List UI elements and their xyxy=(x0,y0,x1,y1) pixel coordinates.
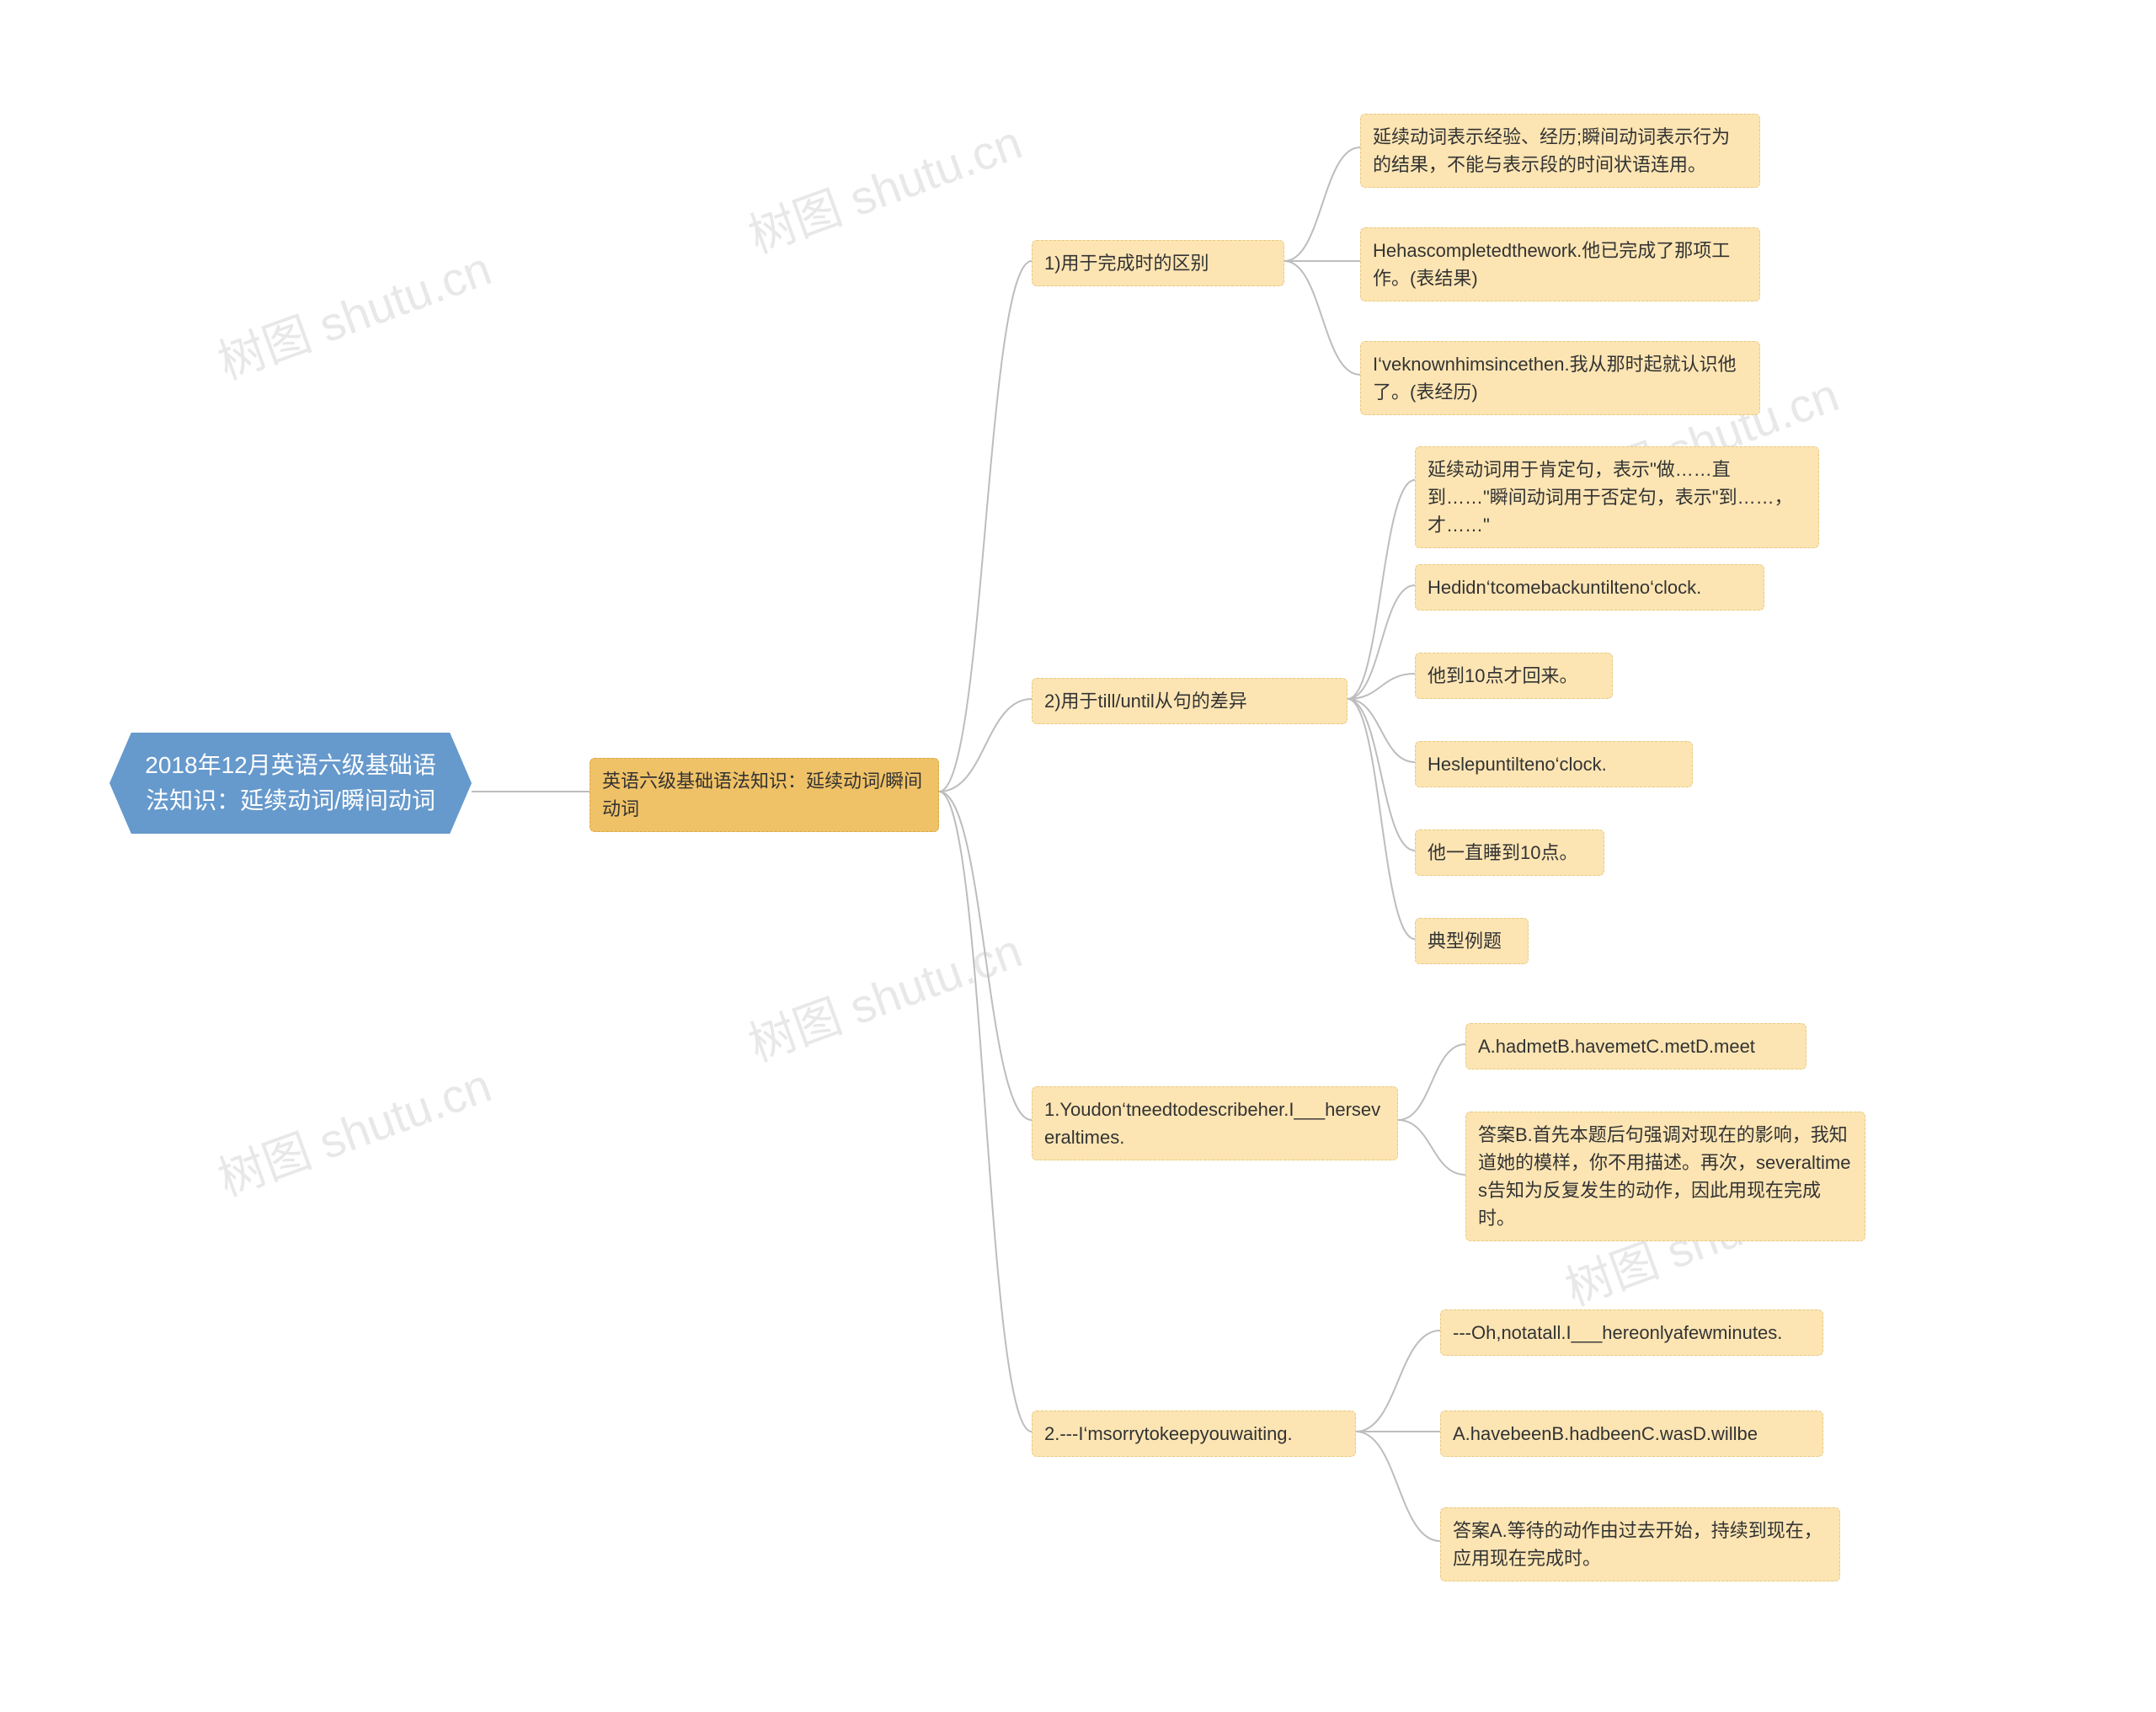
section1-leaf-1: Hehascompletedthework.他已完成了那项工作。(表结果) xyxy=(1360,227,1760,301)
level1-node: 英语六级基础语法知识：延续动词/瞬间动词 xyxy=(590,758,939,832)
section2-title: 2)用于till/until从句的差异 xyxy=(1032,678,1348,724)
section4-title: 2.---I‘msorrytokeepyouwaiting. xyxy=(1032,1411,1356,1457)
section2-leaf-3: Heslepuntilteno‘clock. xyxy=(1415,741,1693,787)
section3-title: 1.Youdon‘tneedtodescribeher.I___hersever… xyxy=(1032,1086,1398,1160)
section1-leaf-0: 延续动词表示经验、经历;瞬间动词表示行为的结果，不能与表示段的时间状语连用。 xyxy=(1360,114,1760,188)
section1-title: 1)用于完成时的区别 xyxy=(1032,240,1284,286)
section3-leaf-0: A.hadmetB.havemetC.metD.meet xyxy=(1465,1023,1806,1069)
watermark: 树图 shutu.cn xyxy=(207,231,499,392)
watermark: 树图 shutu.cn xyxy=(738,913,1030,1075)
section2-leaf-2: 他到10点才回来。 xyxy=(1415,653,1613,699)
section2-leaf-5: 典型例题 xyxy=(1415,918,1529,964)
section4-leaf-2: 答案A.等待的动作由过去开始，持续到现在，应用现在完成时。 xyxy=(1440,1507,1840,1581)
watermark: 树图 shutu.cn xyxy=(738,104,1030,266)
section2-leaf-1: Hedidn‘tcomebackuntilteno‘clock. xyxy=(1415,564,1764,611)
section4-leaf-0: ---Oh,notatall.I___hereonlyafewminutes. xyxy=(1440,1309,1823,1356)
section1-leaf-2: I‘veknownhimsincethen.我从那时起就认识他了。(表经历) xyxy=(1360,341,1760,415)
section3-leaf-1: 答案B.首先本题后句强调对现在的影响，我知道她的模样，你不用描述。再次，seve… xyxy=(1465,1112,1865,1241)
root-node: 2018年12月英语六级基础语法知识：延续动词/瞬间动词 xyxy=(109,733,472,834)
section2-leaf-0: 延续动词用于肯定句，表示"做……直到……"瞬间动词用于否定句，表示"到……，才…… xyxy=(1415,446,1819,548)
section2-leaf-4: 他一直睡到10点。 xyxy=(1415,829,1604,876)
watermark: 树图 shutu.cn xyxy=(207,1048,499,1209)
section4-leaf-1: A.havebeenB.hadbeenC.wasD.willbe xyxy=(1440,1411,1823,1457)
